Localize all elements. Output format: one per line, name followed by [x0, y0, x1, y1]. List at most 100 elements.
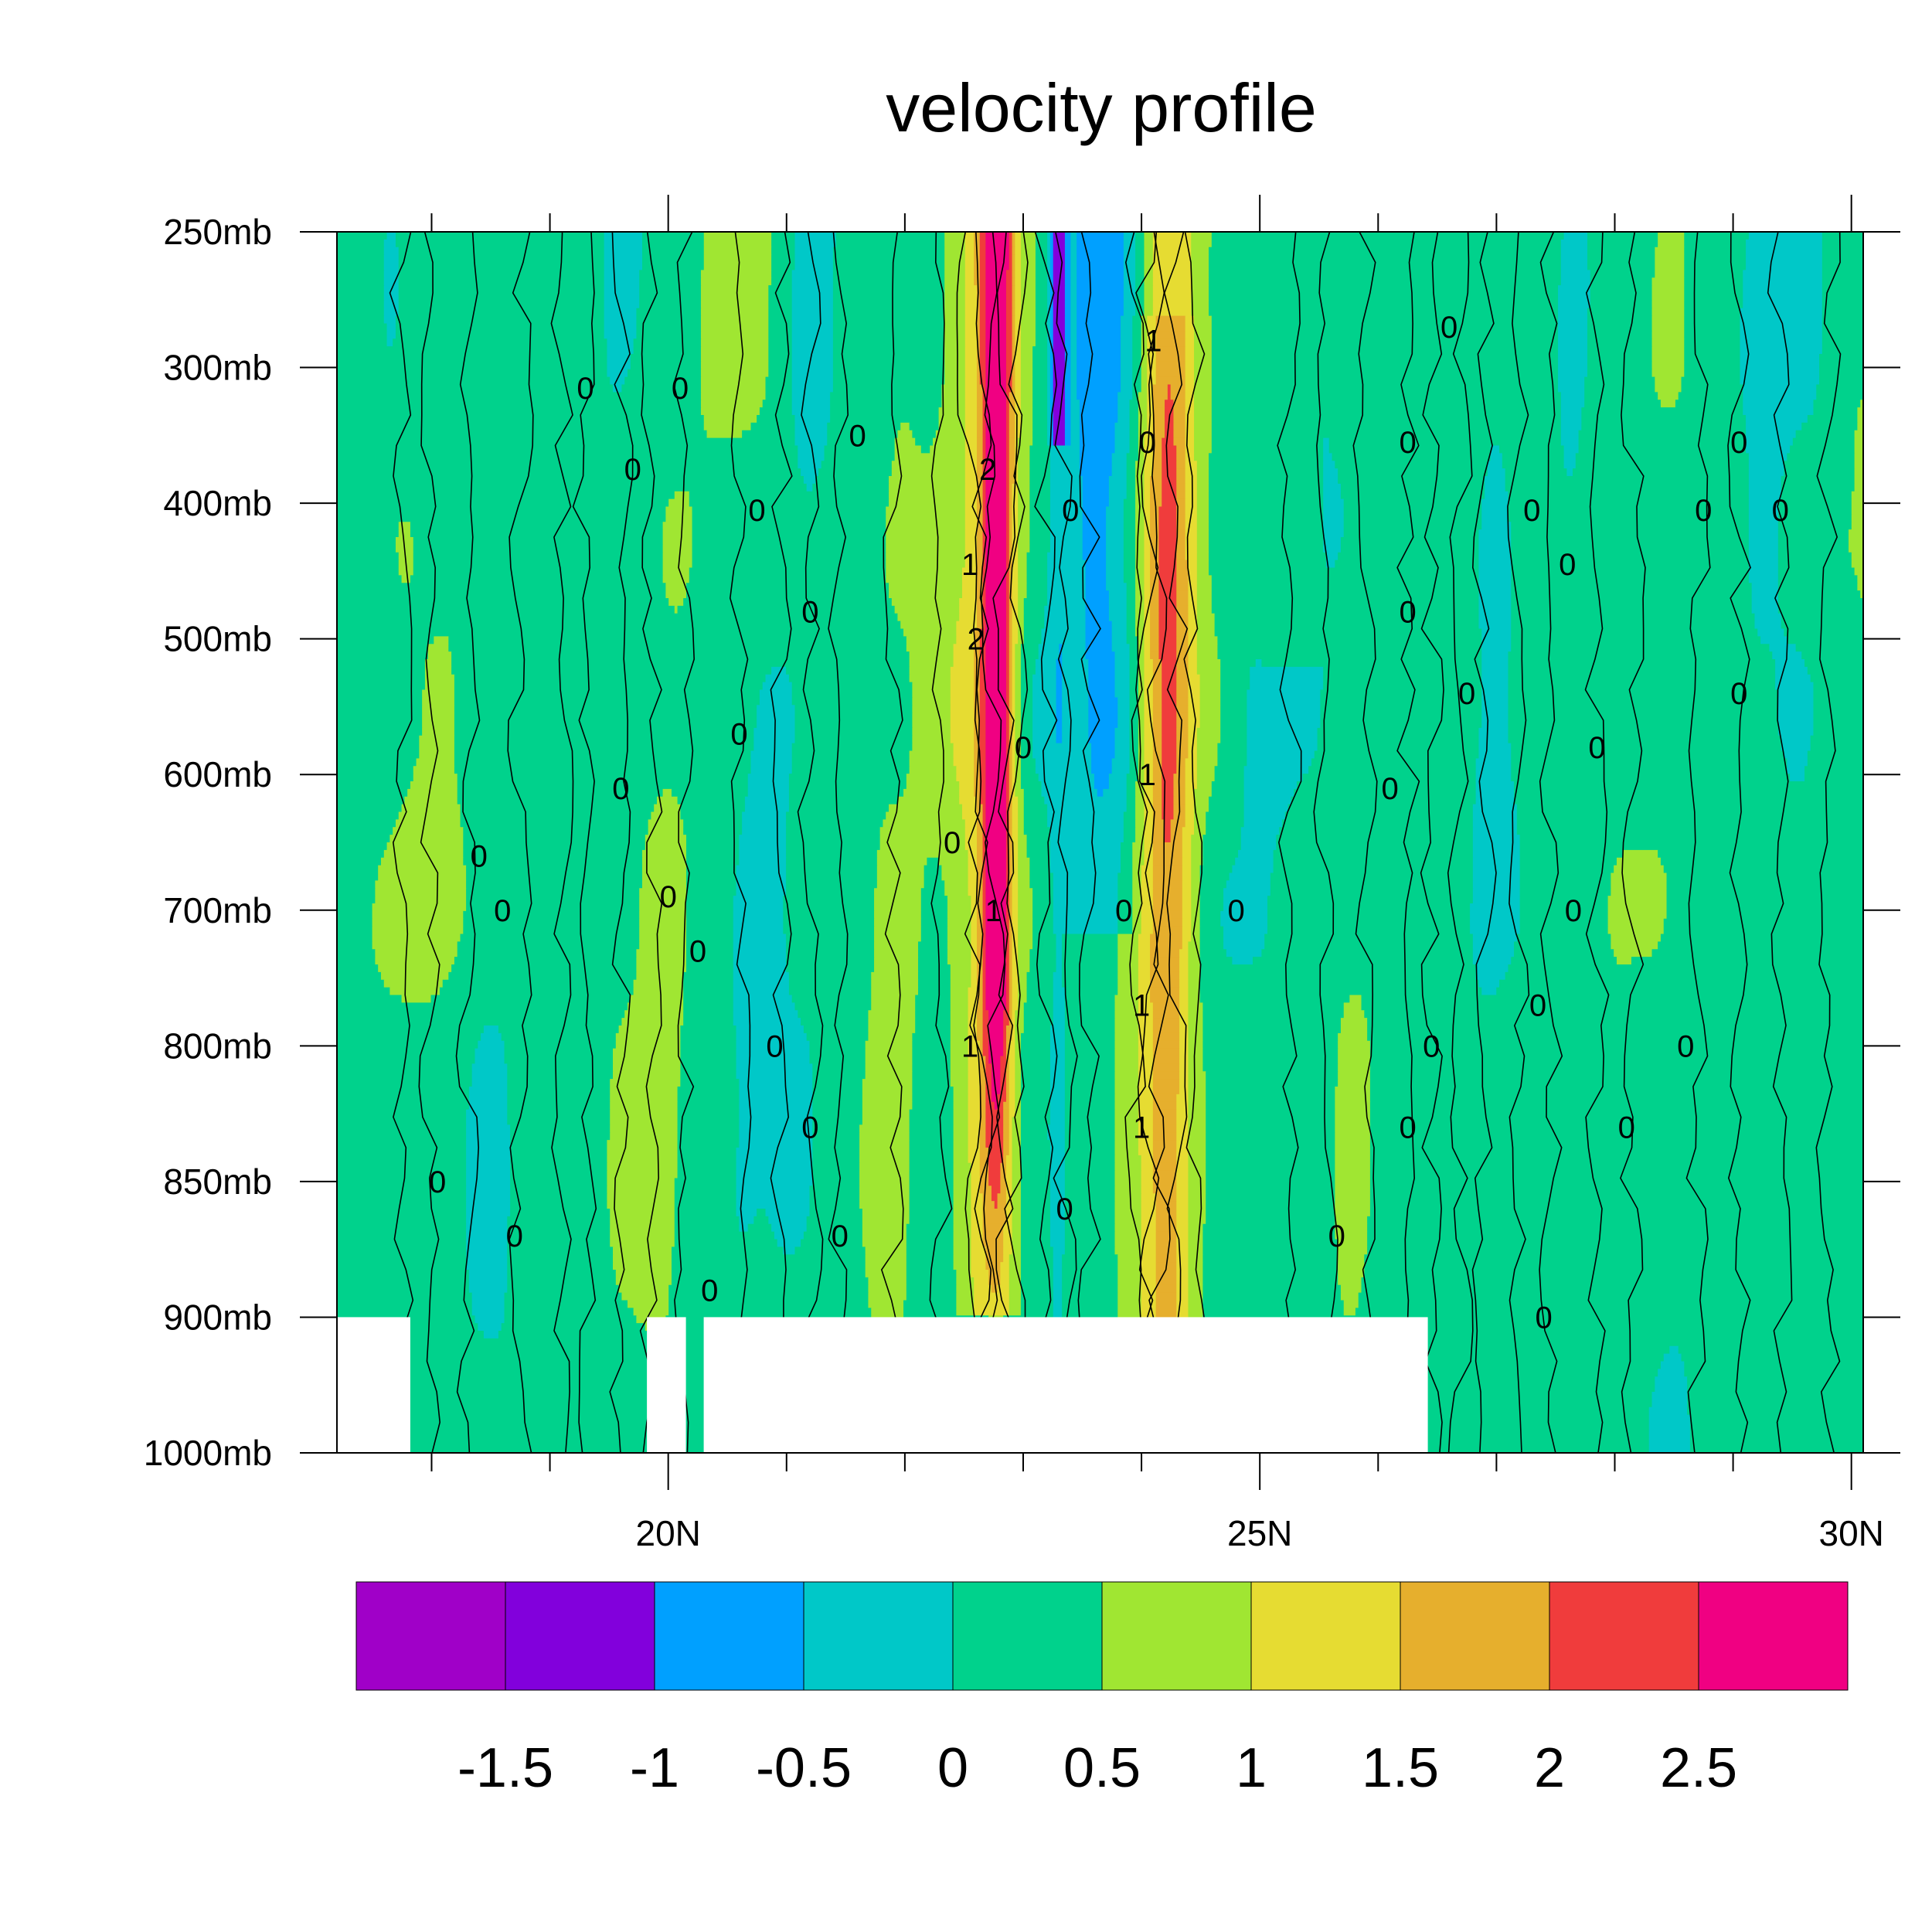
- field-cell: [1144, 453, 1154, 461]
- field-cell: [950, 1071, 969, 1080]
- field-cell: [1150, 941, 1183, 950]
- field-cell: [1117, 872, 1133, 881]
- field-cell: [685, 888, 737, 896]
- field-cell: [1478, 605, 1512, 614]
- field-cell: [1202, 1032, 1338, 1042]
- field-cell: [1018, 987, 1028, 996]
- field-cell: [1220, 682, 1250, 691]
- field-cell: [1810, 743, 1864, 752]
- field-cell: [783, 910, 875, 920]
- field-cell: [1138, 1048, 1154, 1057]
- field-cell: [1053, 888, 1118, 896]
- field-cell: [337, 262, 385, 270]
- field-cell: [985, 835, 1007, 843]
- field-cell: [1005, 567, 1010, 576]
- field-cell: [1150, 605, 1160, 614]
- field-cell: [1015, 743, 1022, 752]
- field-cell: [1009, 1270, 1022, 1278]
- field-cell: [1194, 445, 1213, 454]
- field-cell: [1047, 1132, 1066, 1141]
- field-cell: [1070, 293, 1077, 301]
- field-cell: [1176, 476, 1186, 485]
- field-cell: [1787, 453, 1855, 461]
- field-cell: [812, 1170, 860, 1179]
- field-cell: [1158, 514, 1177, 522]
- field-cell: [947, 926, 971, 935]
- field-cell: [1152, 727, 1162, 736]
- field-cell: [1185, 811, 1195, 820]
- y-tick-label: 700mb: [163, 890, 272, 930]
- field-cell: [466, 1239, 508, 1247]
- field-cell: [1018, 537, 1030, 546]
- field-cell: [923, 880, 945, 889]
- field-cell: [1188, 1079, 1206, 1087]
- field-cell: [1020, 1277, 1054, 1286]
- field-cell: [1129, 666, 1139, 675]
- field-cell: [1651, 308, 1685, 317]
- field-cell: [1276, 842, 1474, 851]
- field-cell: [413, 552, 664, 561]
- field-cell: [466, 1148, 511, 1156]
- field-cell: [982, 422, 986, 431]
- field-cell: [1026, 849, 1051, 859]
- field-cell: [685, 910, 734, 920]
- field-cell: [1121, 849, 1133, 859]
- field-cell: [985, 934, 1007, 942]
- field-cell: [604, 331, 638, 339]
- field-cell: [1777, 689, 1815, 698]
- field-cell: [1364, 1010, 1864, 1019]
- field-cell: [1481, 651, 1509, 660]
- field-cell: [938, 857, 969, 866]
- field-cell: [1135, 811, 1145, 820]
- field-cell: [968, 857, 978, 866]
- field-cell: [956, 628, 975, 637]
- colorbar-label: 0.5: [1063, 1737, 1141, 1799]
- field-cell: [1032, 400, 1048, 408]
- field-cell: [944, 262, 966, 270]
- field-cell: [1343, 522, 1482, 530]
- field-cell: [1049, 1209, 1066, 1217]
- field-cell: [968, 1056, 981, 1064]
- field-cell: [909, 1162, 954, 1172]
- field-cell: [991, 1094, 998, 1103]
- contour-label: 0: [832, 1219, 849, 1253]
- field-cell: [1026, 971, 1054, 981]
- field-cell: [466, 1201, 511, 1209]
- field-cell: [1049, 300, 1054, 309]
- field-cell: [424, 674, 455, 683]
- field-cell: [865, 1071, 913, 1080]
- field-cell: [1152, 1162, 1177, 1172]
- field-cell: [1211, 239, 1562, 248]
- field-cell: [1158, 506, 1177, 515]
- field-cell: [466, 1140, 511, 1148]
- field-cell: [1138, 971, 1151, 981]
- field-cell: [337, 705, 423, 713]
- field-cell: [1188, 1002, 1204, 1011]
- field-cell: [959, 796, 978, 805]
- field-cell: [1009, 857, 1013, 866]
- field-cell: [1064, 1216, 1116, 1225]
- field-cell: [1018, 979, 1028, 988]
- field-cell: [1250, 674, 1324, 683]
- field-cell: [971, 1254, 986, 1263]
- field-cell: [1475, 758, 1512, 767]
- field-cell: [1106, 575, 1124, 583]
- field-cell: [1821, 346, 1864, 355]
- field-cell: [1123, 552, 1136, 561]
- field-cell: [1152, 819, 1165, 828]
- field-cell: [337, 483, 808, 492]
- field-cell: [1020, 1148, 1051, 1156]
- field-cell: [1247, 750, 1315, 759]
- field-cell: [1152, 827, 1165, 835]
- field-cell: [1769, 644, 1797, 652]
- field-cell: [791, 384, 834, 393]
- field-cell: [1325, 560, 1335, 569]
- field-cell: [1000, 1262, 1010, 1270]
- field-cell: [1188, 1071, 1206, 1080]
- field-cell: [1185, 354, 1195, 362]
- field-cell: [1056, 720, 1063, 729]
- contour-label: 1: [1133, 1111, 1150, 1145]
- field-cell: [1206, 1193, 1335, 1202]
- field-cell: [1684, 232, 1750, 240]
- field-cell: [1209, 308, 1559, 317]
